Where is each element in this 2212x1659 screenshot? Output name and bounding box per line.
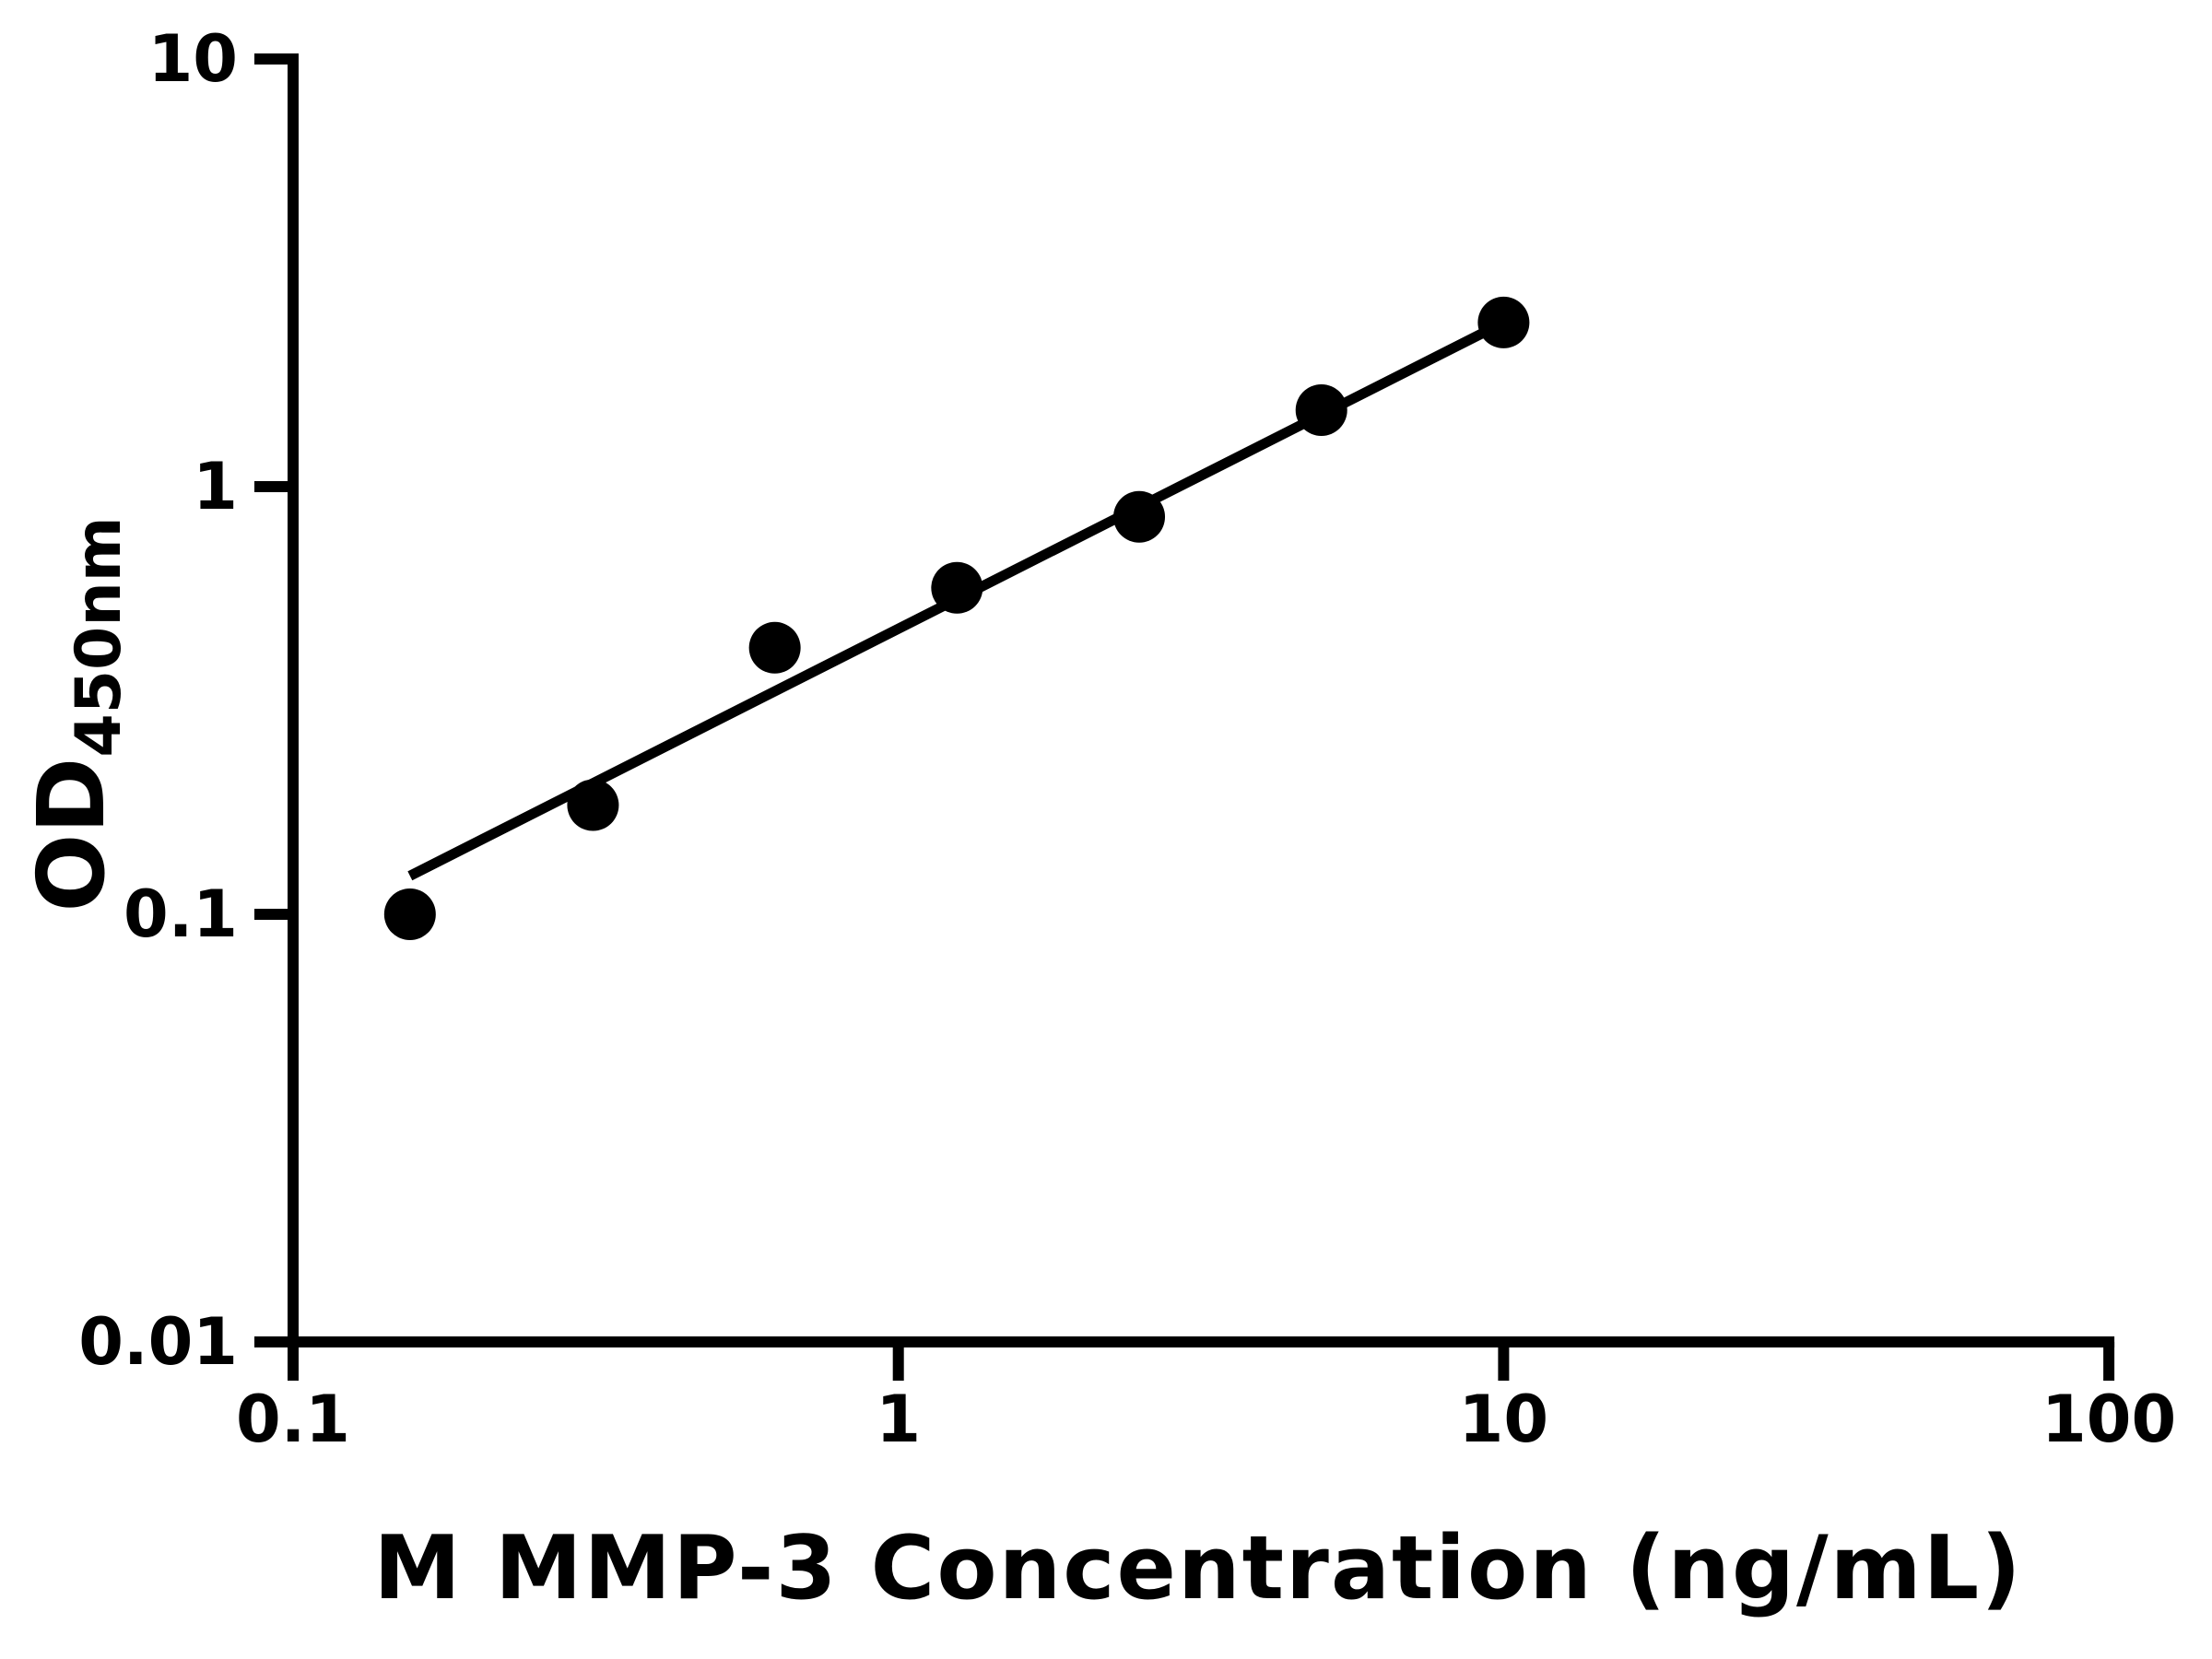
y-axis-title-main: OD	[18, 757, 125, 912]
x-axis-title: M MMP-3 Concentration (ng/mL)	[373, 1518, 2023, 1619]
y-axis-title-subscript: 450nm	[63, 516, 135, 758]
data-point	[1113, 490, 1166, 543]
data-point	[1477, 296, 1530, 348]
data-point	[931, 561, 983, 614]
data-point	[567, 779, 619, 831]
y-axis-title: OD450nm	[18, 516, 135, 912]
data-point	[1295, 383, 1347, 436]
data-point	[383, 888, 436, 940]
data-point	[748, 621, 801, 674]
